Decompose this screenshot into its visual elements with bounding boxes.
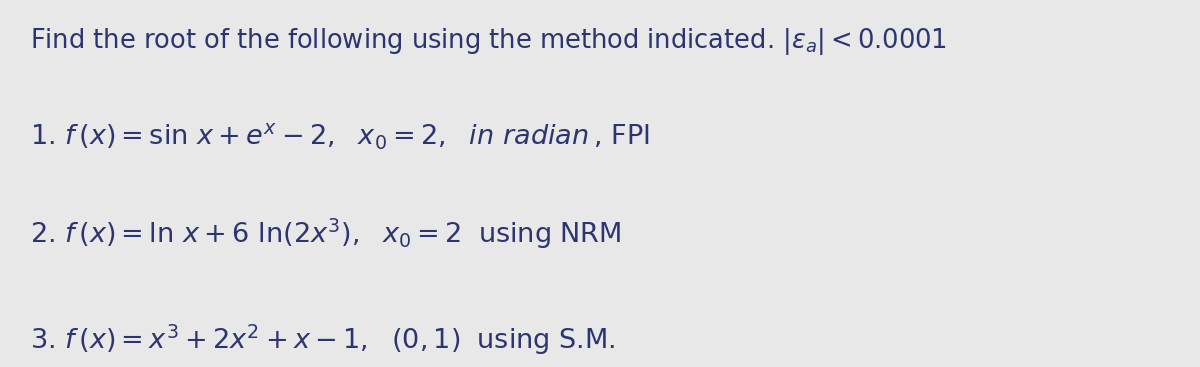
- Text: 3. $f\,(x) = x^3 + 2x^2 + x - 1,\ \ (0, 1)\;$ using S.M.: 3. $f\,(x) = x^3 + 2x^2 + x - 1,\ \ (0, …: [30, 323, 616, 357]
- Text: Find the root of the following using the method indicated. $|\varepsilon_a| < 0.: Find the root of the following using the…: [30, 26, 947, 57]
- Text: 2. $f\,(x) = \ln\, x + 6\ \ln(2x^3),\ \ x_0 = 2\;$ using NRM: 2. $f\,(x) = \ln\, x + 6\ \ln(2x^3),\ \ …: [30, 217, 620, 251]
- Text: 1. $f\,(x) = \sin\, x + e^x - 2,\ \ x_0 = 2,\ \ \mathit{in\ radian}\,$, FPI: 1. $f\,(x) = \sin\, x + e^x - 2,\ \ x_0 …: [30, 121, 649, 152]
